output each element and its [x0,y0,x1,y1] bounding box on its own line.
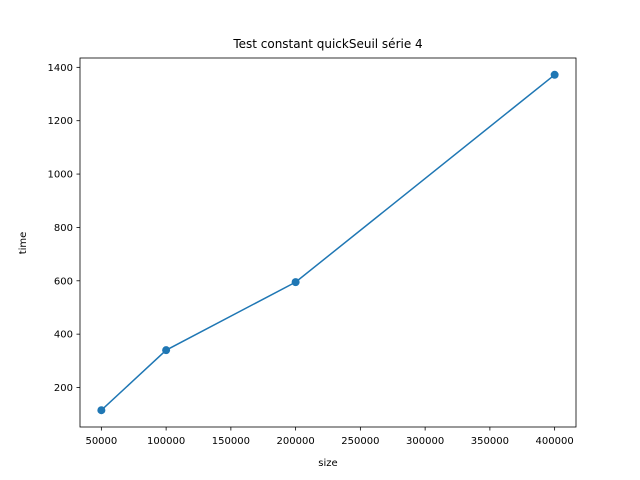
data-point [291,278,300,287]
data-point [550,70,559,79]
x-tick-label: 400000 [536,436,574,447]
y-tick-label: 200 [54,383,73,394]
data-point [162,346,171,355]
x-tick-label: 150000 [212,436,250,447]
x-tick-label: 100000 [147,436,185,447]
y-tick-label: 1200 [48,116,73,127]
y-tick-label: 600 [54,276,73,287]
y-tick-label: 1000 [48,170,73,181]
y-tick-label: 400 [54,330,73,341]
series-line [100,74,556,411]
x-axis-label: size [318,458,337,469]
x-tick-label: 250000 [341,436,379,447]
y-tick-label: 1400 [48,63,73,74]
chart-title: Test constant quickSeuil série 4 [232,37,422,51]
plot-area: 50000 100000 150000 200000 250000 300000 35000… [48,57,577,447]
axes-frame [79,57,577,428]
y-axis-label: time [18,232,29,255]
y-tick-label: 800 [54,223,73,234]
x-tick-label: 350000 [471,436,509,447]
x-tick-label: 200000 [277,436,315,447]
x-tick-label: 300000 [406,436,444,447]
data-point [97,406,106,415]
x-tick-label: 50000 [85,436,117,447]
